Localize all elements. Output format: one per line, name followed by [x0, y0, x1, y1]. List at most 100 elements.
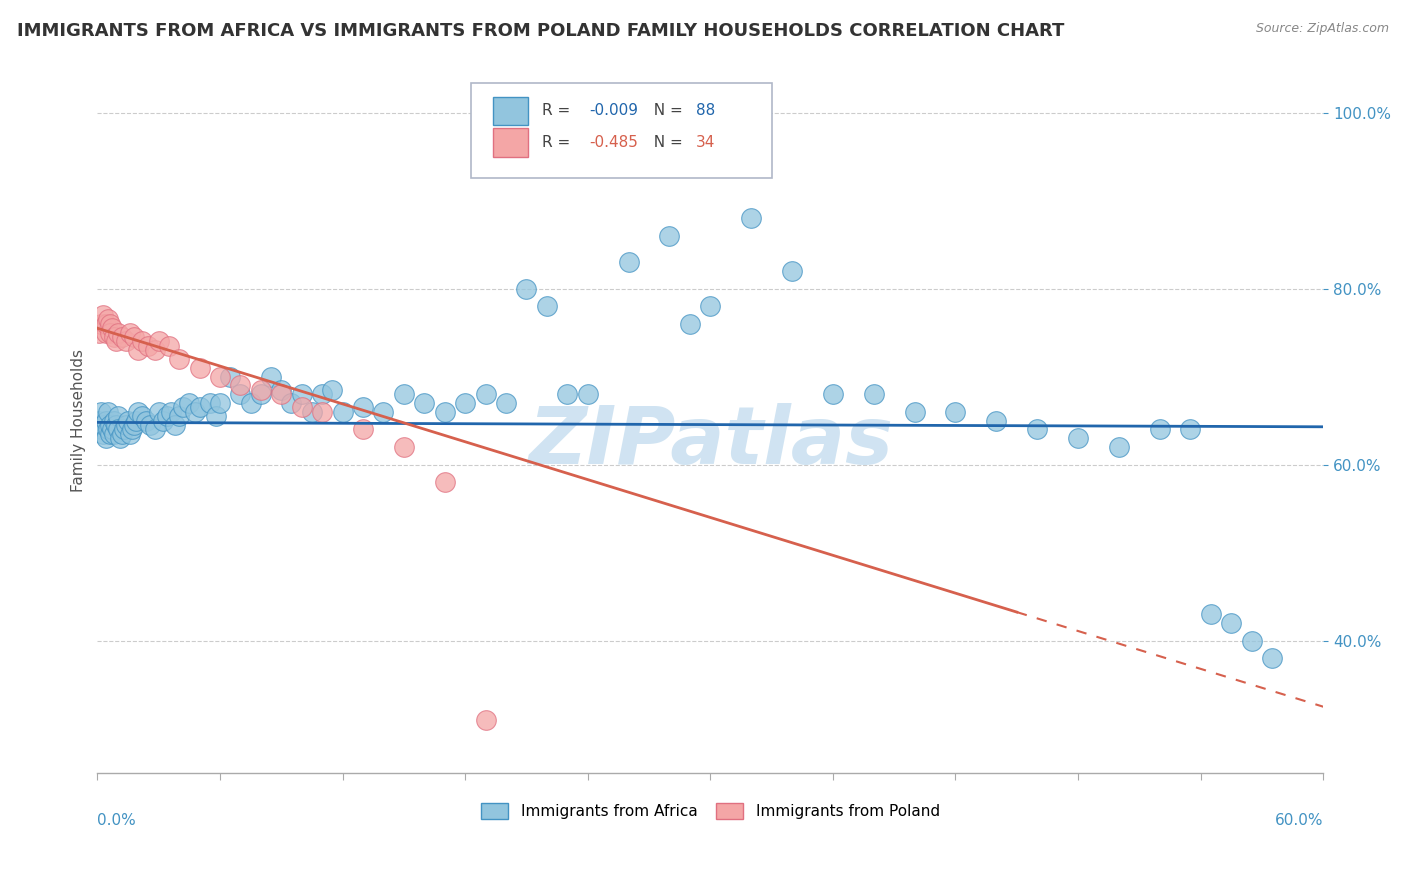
Point [98, 417, 121, 432]
Point [188, 401, 211, 415]
Point [373, 405, 395, 419]
Point [270, 383, 292, 397]
Point [111, 426, 134, 441]
Y-axis label: Family Households: Family Households [72, 349, 86, 492]
Point [433, 475, 456, 490]
Point [332, 405, 354, 419]
Point [219, 369, 242, 384]
Point [179, 396, 201, 410]
Point [291, 387, 314, 401]
Point [111, 330, 134, 344]
Point [94, 431, 117, 445]
Point [229, 387, 252, 401]
Point [93, 417, 115, 432]
Point [94, 326, 117, 340]
Point [536, 299, 558, 313]
Text: -0.485: -0.485 [589, 135, 638, 150]
Point [90, 317, 112, 331]
Point [1180, 422, 1202, 436]
Point [135, 414, 157, 428]
Point [112, 422, 135, 436]
Point [100, 422, 122, 436]
Point [107, 409, 129, 424]
Point [167, 409, 190, 424]
Point [127, 343, 149, 358]
Point [433, 405, 456, 419]
Point [139, 417, 162, 432]
Point [160, 405, 183, 419]
Text: 34: 34 [696, 135, 716, 150]
Point [89, 414, 111, 428]
Point [474, 387, 496, 401]
Point [107, 326, 129, 340]
Point [291, 401, 314, 415]
Point [188, 360, 211, 375]
Point [311, 387, 333, 401]
Point [125, 414, 148, 428]
FancyBboxPatch shape [494, 128, 527, 157]
Point [97, 422, 120, 436]
Point [107, 422, 129, 436]
Point [103, 330, 125, 344]
Point [780, 264, 803, 278]
Point [115, 417, 138, 432]
Point [198, 396, 221, 410]
Point [249, 387, 271, 401]
Text: ZIPatlas: ZIPatlas [527, 403, 893, 481]
Point [93, 308, 115, 322]
Point [117, 414, 139, 428]
Point [1220, 616, 1243, 631]
Point [103, 426, 125, 441]
Point [555, 387, 578, 401]
Point [352, 422, 374, 436]
Point [576, 387, 599, 401]
Text: 60.0%: 60.0% [1275, 813, 1323, 828]
Point [89, 326, 111, 340]
Point [1067, 431, 1090, 445]
Text: N =: N = [644, 103, 688, 119]
Point [143, 343, 166, 358]
Point [100, 321, 122, 335]
FancyBboxPatch shape [471, 83, 772, 178]
Text: 88: 88 [696, 103, 714, 119]
Point [1199, 607, 1222, 622]
Point [249, 383, 271, 397]
Point [821, 387, 844, 401]
Point [311, 405, 333, 419]
Point [148, 405, 170, 419]
Point [392, 440, 415, 454]
Point [208, 369, 231, 384]
Point [148, 334, 170, 349]
Point [986, 414, 1008, 428]
Point [163, 417, 186, 432]
Point [122, 417, 145, 432]
Point [617, 255, 640, 269]
Point [321, 383, 343, 397]
Point [172, 401, 194, 415]
Point [93, 426, 115, 441]
Point [103, 414, 125, 428]
Point [495, 396, 517, 410]
Point [127, 405, 149, 419]
Point [474, 713, 496, 727]
Point [270, 387, 292, 401]
Point [679, 317, 702, 331]
Point [280, 396, 302, 410]
Text: -0.009: -0.009 [589, 103, 638, 119]
Point [392, 387, 415, 401]
Point [1108, 440, 1130, 454]
Point [1240, 633, 1263, 648]
Point [260, 369, 283, 384]
Point [239, 396, 262, 410]
Point [90, 405, 112, 419]
Point [1026, 422, 1049, 436]
Point [115, 334, 138, 349]
Legend: Immigrants from Africa, Immigrants from Poland: Immigrants from Africa, Immigrants from … [475, 797, 946, 825]
Point [138, 339, 160, 353]
Text: N =: N = [644, 135, 688, 150]
Text: R =: R = [543, 135, 575, 150]
Point [945, 405, 967, 419]
Point [131, 409, 153, 424]
Point [515, 282, 537, 296]
Point [97, 405, 120, 419]
